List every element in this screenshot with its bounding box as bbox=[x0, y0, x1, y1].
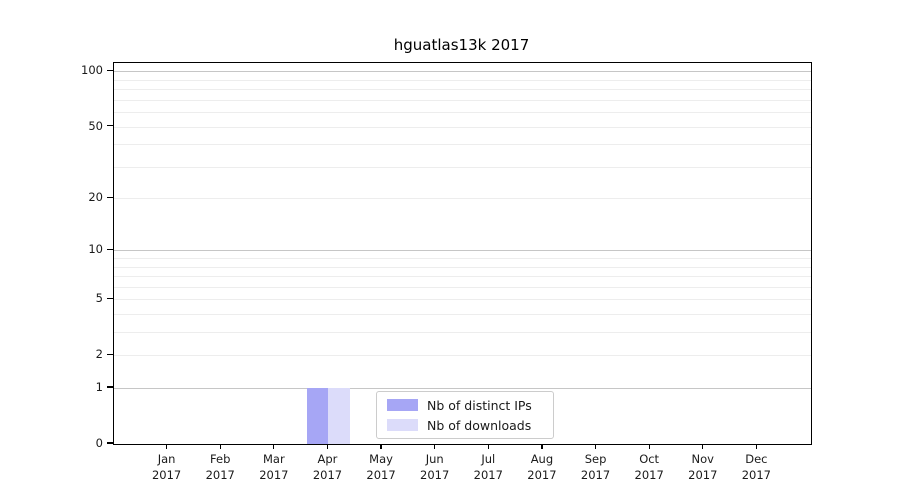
x-axis-tick-label: Aug 2017 bbox=[527, 452, 557, 482]
x-axis-tick bbox=[380, 444, 382, 449]
y-axis-tick bbox=[107, 69, 113, 71]
x-axis-tick bbox=[755, 444, 757, 449]
gridline-minor bbox=[114, 332, 811, 334]
y-axis-tick-label: 50 bbox=[88, 118, 103, 133]
x-axis-tick bbox=[594, 444, 597, 449]
y-axis-tick bbox=[107, 124, 113, 127]
gridline-minor bbox=[114, 112, 811, 114]
bar-nb-of-distinct-ips bbox=[307, 388, 329, 444]
y-axis-tick-label: 10 bbox=[88, 242, 103, 257]
y-axis-tick bbox=[107, 386, 113, 388]
y-axis-tick-label: 0 bbox=[95, 436, 103, 450]
x-axis-tick bbox=[702, 444, 704, 449]
bar-nb-of-downloads bbox=[328, 388, 350, 444]
y-axis-tick-label: 20 bbox=[88, 190, 103, 205]
plot-area: Nb of distinct IPs Nb of downloads bbox=[113, 62, 812, 445]
legend-label: Nb of downloads bbox=[427, 417, 532, 433]
x-axis-tick bbox=[273, 444, 275, 449]
gridline-major bbox=[114, 71, 811, 73]
gridline-minor bbox=[114, 314, 811, 316]
y-axis-tick-label: 5 bbox=[95, 291, 103, 306]
x-axis-tick bbox=[541, 444, 543, 449]
gridline-minor bbox=[114, 266, 811, 268]
gridline-minor bbox=[114, 258, 811, 260]
x-axis-tick-label: Oct 2017 bbox=[634, 452, 664, 482]
gridline-minor bbox=[114, 355, 811, 357]
y-axis-tick-label: 1 bbox=[95, 380, 103, 395]
gridline-minor bbox=[114, 276, 811, 278]
x-axis-tick bbox=[166, 444, 168, 449]
gridline-minor bbox=[114, 299, 811, 301]
x-axis-tick bbox=[326, 444, 329, 449]
gridline-major bbox=[114, 250, 811, 252]
x-axis-tick bbox=[487, 444, 489, 449]
y-axis-tick bbox=[107, 353, 113, 355]
x-axis-tick bbox=[219, 444, 221, 449]
gridline-minor bbox=[114, 144, 811, 146]
y-axis-tick bbox=[107, 297, 113, 299]
x-axis-tick-label: Apr 2017 bbox=[312, 452, 343, 482]
legend-item: Nb of downloads bbox=[387, 418, 543, 433]
x-axis-tick-label: Mar 2017 bbox=[259, 452, 289, 482]
gridline-minor bbox=[114, 286, 811, 288]
chart-title: hguatlas13k 2017 bbox=[393, 36, 530, 54]
legend-label: Nb of distinct IPs bbox=[427, 397, 532, 413]
y-axis-tick-label: 100 bbox=[81, 63, 103, 78]
x-axis-tick-label: Feb 2017 bbox=[205, 452, 235, 482]
x-axis-tick-label: Jul 2017 bbox=[473, 452, 503, 482]
y-axis-tick bbox=[107, 248, 113, 250]
x-axis-tick-label: Jun 2017 bbox=[420, 452, 450, 482]
x-axis-tick-label: Sep 2017 bbox=[580, 452, 611, 482]
legend-item: Nb of distinct IPs bbox=[387, 398, 543, 413]
x-axis-tick-label: Dec 2017 bbox=[741, 452, 772, 482]
gridline-minor bbox=[114, 126, 811, 128]
gridline-minor bbox=[114, 79, 811, 81]
legend-swatch bbox=[387, 399, 418, 411]
gridline-minor bbox=[114, 99, 811, 101]
x-axis-tick-label: May 2017 bbox=[366, 452, 396, 482]
legend-swatch bbox=[387, 419, 418, 431]
gridline-minor bbox=[114, 198, 811, 200]
x-axis-tick-label: Jan 2017 bbox=[151, 452, 182, 482]
y-axis-tick-label: 2 bbox=[95, 347, 103, 362]
gridline-minor bbox=[114, 166, 811, 168]
x-axis-tick-label: Nov 2017 bbox=[688, 452, 718, 482]
legend: Nb of distinct IPs Nb of downloads bbox=[376, 391, 554, 439]
x-axis-tick bbox=[434, 444, 436, 449]
y-axis-tick bbox=[107, 442, 113, 444]
y-axis-tick bbox=[107, 196, 113, 198]
x-axis-tick bbox=[648, 444, 650, 449]
gridline-minor bbox=[114, 89, 811, 91]
gridline-major bbox=[114, 388, 811, 390]
